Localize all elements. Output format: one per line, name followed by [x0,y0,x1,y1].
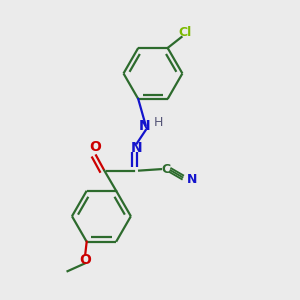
Text: O: O [79,253,91,267]
Text: N: N [130,141,142,154]
Text: Cl: Cl [179,26,192,39]
Text: N: N [187,173,197,186]
Text: H: H [153,116,163,128]
Text: C: C [161,163,170,176]
Text: O: O [89,140,101,154]
Text: N: N [139,118,151,133]
